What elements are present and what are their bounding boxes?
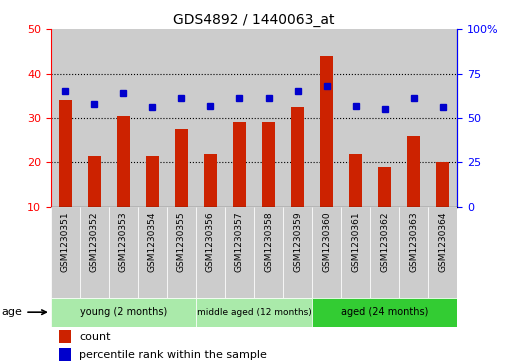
Text: GSM1230355: GSM1230355 [177, 211, 186, 272]
Text: GSM1230357: GSM1230357 [235, 211, 244, 272]
Bar [349, 154, 362, 207]
Bar [196, 207, 225, 298]
Bar [233, 122, 246, 207]
Bar [341, 207, 370, 298]
Bar [175, 129, 188, 207]
Bar [341, 29, 370, 207]
Text: GSM1230364: GSM1230364 [438, 211, 447, 272]
Bar [138, 29, 167, 207]
Text: GSM1230351: GSM1230351 [61, 211, 70, 272]
Bar [59, 330, 71, 343]
Bar [312, 298, 457, 327]
Text: GSM1230359: GSM1230359 [293, 211, 302, 272]
Bar [262, 122, 275, 207]
Bar [109, 207, 138, 298]
Bar [225, 207, 254, 298]
Bar [51, 207, 80, 298]
Bar [146, 156, 159, 207]
Bar [312, 207, 341, 298]
Title: GDS4892 / 1440063_at: GDS4892 / 1440063_at [173, 13, 335, 26]
Bar [51, 298, 196, 327]
Bar [399, 207, 428, 298]
Text: age: age [2, 307, 46, 317]
Bar [204, 154, 217, 207]
Bar [370, 207, 399, 298]
Bar [117, 116, 130, 207]
Bar [80, 29, 109, 207]
Bar [59, 348, 71, 361]
Bar [320, 56, 333, 207]
Text: GSM1230358: GSM1230358 [264, 211, 273, 272]
Bar [436, 162, 449, 207]
Bar [109, 29, 138, 207]
Bar [254, 29, 283, 207]
Bar [291, 107, 304, 207]
Bar [167, 29, 196, 207]
Text: young (2 months): young (2 months) [80, 307, 167, 317]
Bar [51, 29, 80, 207]
Text: GSM1230356: GSM1230356 [206, 211, 215, 272]
Text: GSM1230354: GSM1230354 [148, 211, 157, 272]
Bar [59, 100, 72, 207]
Text: count: count [79, 331, 111, 342]
Text: middle aged (12 months): middle aged (12 months) [197, 308, 311, 317]
Text: aged (24 months): aged (24 months) [341, 307, 428, 317]
Bar [196, 298, 312, 327]
Bar [312, 29, 341, 207]
Text: GSM1230363: GSM1230363 [409, 211, 418, 272]
Bar [138, 207, 167, 298]
Bar [80, 207, 109, 298]
Bar [225, 29, 254, 207]
Bar [167, 207, 196, 298]
Text: GSM1230361: GSM1230361 [351, 211, 360, 272]
Bar [254, 207, 283, 298]
Bar [283, 29, 312, 207]
Bar [428, 207, 457, 298]
Text: GSM1230362: GSM1230362 [380, 211, 389, 272]
Bar [88, 156, 101, 207]
Text: GSM1230353: GSM1230353 [119, 211, 128, 272]
Text: GSM1230360: GSM1230360 [322, 211, 331, 272]
Bar [428, 29, 457, 207]
Bar [407, 136, 420, 207]
Bar [283, 207, 312, 298]
Bar [370, 29, 399, 207]
Text: percentile rank within the sample: percentile rank within the sample [79, 350, 267, 360]
Bar [399, 29, 428, 207]
Text: GSM1230352: GSM1230352 [90, 211, 99, 272]
Bar [378, 167, 391, 207]
Bar [196, 29, 225, 207]
